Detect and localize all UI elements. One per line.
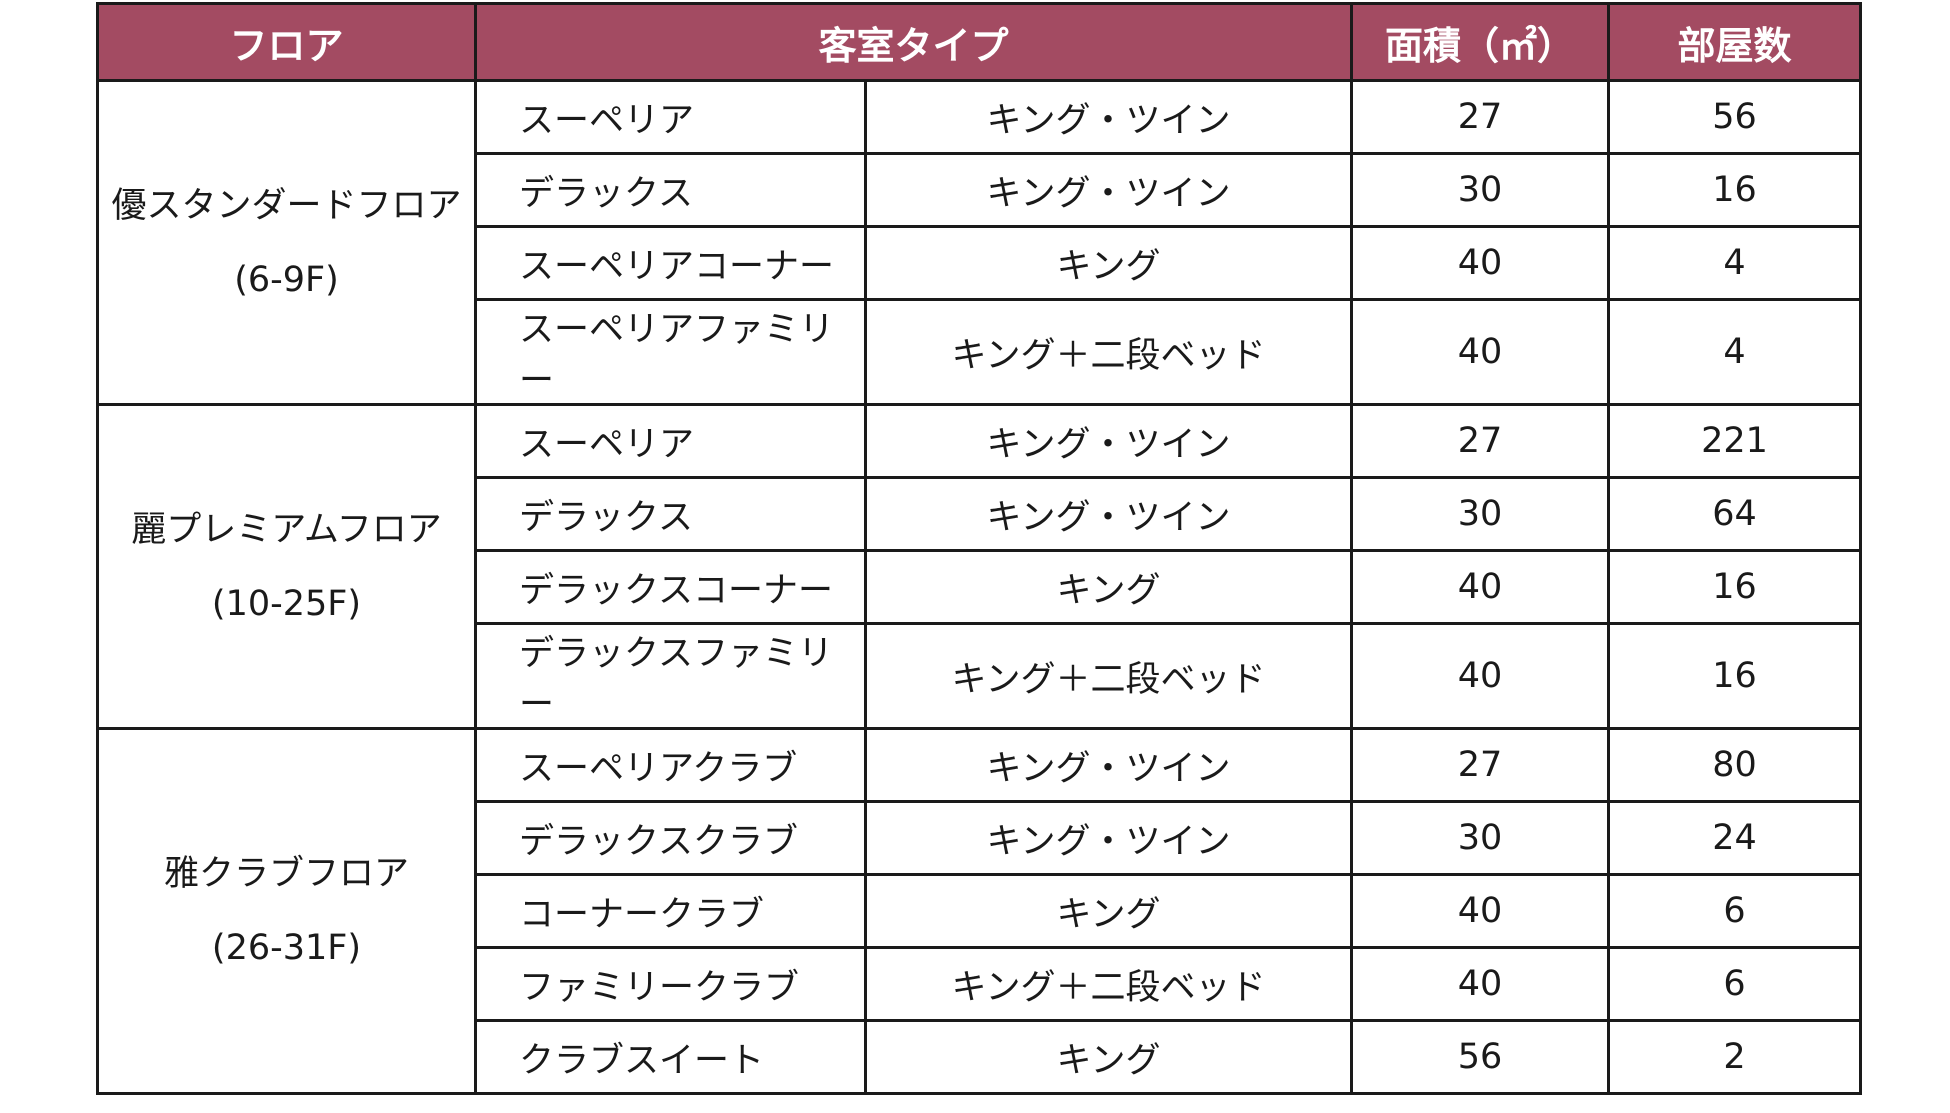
table-header-row: フロア 客室タイプ 面積（㎡） 部屋数: [96, 2, 1863, 82]
table-row: デラックス キング・ツイン 30 16: [98, 152, 1863, 228]
bed-type: キング: [863, 549, 1354, 625]
room-area: 40: [1350, 549, 1611, 625]
room-area: 27: [1350, 79, 1611, 155]
table-row: コーナークラブ キング 40 6: [98, 873, 1863, 949]
bed-type: キング: [863, 873, 1354, 949]
room-area: 40: [1350, 225, 1611, 301]
floor-range: (26-31F): [211, 928, 362, 968]
floor-name: 麗プレミアムフロア: [131, 509, 442, 550]
room-area: 30: [1350, 476, 1611, 552]
table-row: スーペリアファミリー キング＋二段ベッド 40 4: [98, 298, 1863, 406]
room-area: 40: [1350, 622, 1611, 730]
header-rooms: 部屋数: [1607, 2, 1863, 82]
table-row: クラブスイート キング 56 2: [98, 1019, 1863, 1095]
room-type-name: デラックスクラブ: [474, 800, 867, 876]
room-type-name: スーペリアコーナー: [474, 225, 867, 301]
table-row: ファミリークラブ キング＋二段ベッド 40 6: [98, 946, 1863, 1022]
floor-name: 雅クラブフロア: [163, 854, 409, 894]
bed-type: キング＋二段ベッド: [863, 946, 1354, 1022]
bed-type: キング＋二段ベッド: [863, 298, 1354, 406]
room-area: 40: [1350, 298, 1611, 406]
room-area: 30: [1350, 152, 1611, 228]
room-count: 24: [1607, 800, 1863, 876]
table-row: デラックスコーナー キング 40 16: [98, 549, 1863, 625]
room-count: 2: [1607, 1019, 1863, 1095]
room-count: 80: [1607, 727, 1863, 803]
floor-cell: 優スタンダードフロア (6-9F): [96, 79, 477, 406]
bed-type: キング: [863, 225, 1354, 301]
room-area: 27: [1350, 403, 1611, 479]
bed-type: キング・ツイン: [863, 403, 1354, 479]
bed-type: キング・ツイン: [863, 727, 1354, 803]
table-row: 麗プレミアムフロア (10-25F) スーペリア キング・ツイン 27 221: [96, 403, 1863, 730]
room-type-name: スーペリア: [474, 403, 867, 479]
bed-type: キング・ツイン: [863, 79, 1354, 155]
room-count: 16: [1607, 549, 1863, 625]
room-type-name: クラブスイート: [474, 1019, 867, 1095]
room-type-name: デラックス: [474, 152, 867, 228]
header-room-type: 客室タイプ: [473, 2, 1354, 82]
room-count: 6: [1607, 946, 1863, 1022]
table-body: 優スタンダードフロア (6-9F) スーペリア キング・ツイン 27 56 デラックス キング…: [96, 79, 1863, 1095]
room-type-name: コーナークラブ: [474, 873, 867, 949]
floor-range: (6-9F): [234, 259, 339, 300]
room-type-name: スーペリアファミリー: [474, 298, 867, 406]
room-type-table: フロア 客室タイプ 面積（㎡） 部屋数 優スタンダードフロア (6-9F) スーペリ…: [96, 2, 1863, 1095]
room-count: 4: [1607, 298, 1863, 406]
floor-cell: 雅クラブフロア (26-31F): [96, 727, 477, 1095]
floor-cell: 麗プレミアムフロア (10-25F): [96, 403, 477, 730]
room-count: 16: [1607, 622, 1863, 730]
room-area: 56: [1350, 1019, 1611, 1095]
bed-type: キング・ツイン: [863, 152, 1354, 228]
room-count: 56: [1607, 79, 1863, 155]
header-area: 面積（㎡）: [1350, 2, 1611, 82]
room-type-name: スーペリア: [474, 79, 867, 155]
room-type-name: デラックスコーナー: [474, 549, 867, 625]
table-row: デラックスクラブ キング・ツイン 30 24: [98, 800, 1863, 876]
bed-type: キング・ツイン: [863, 476, 1354, 552]
header-floor: フロア: [96, 2, 477, 82]
room-area: 30: [1350, 800, 1611, 876]
bed-type: キング: [863, 1019, 1354, 1095]
room-type-name: デラックスファミリー: [474, 622, 867, 730]
room-count: 64: [1607, 476, 1863, 552]
floor-range: (10-25F): [211, 583, 362, 624]
bed-type: キング＋二段ベッド: [863, 622, 1354, 730]
room-count: 221: [1607, 403, 1863, 479]
room-count: 16: [1607, 152, 1863, 228]
room-count: 6: [1607, 873, 1863, 949]
bed-type: キング・ツイン: [863, 800, 1354, 876]
room-area: 27: [1350, 727, 1611, 803]
floor-name: 優スタンダードフロア: [111, 185, 462, 226]
room-count: 4: [1607, 225, 1863, 301]
table-row: デラックスファミリー キング＋二段ベッド 40 16: [98, 622, 1863, 730]
table-row: 優スタンダードフロア (6-9F) スーペリア キング・ツイン 27 56: [96, 79, 1863, 406]
room-area: 40: [1350, 873, 1611, 949]
table-row: デラックス キング・ツイン 30 64: [98, 476, 1863, 552]
table-row: 雅クラブフロア (26-31F) スーペリアクラブ キング・ツイン 27 80: [96, 727, 1863, 1095]
room-type-name: デラックス: [474, 476, 867, 552]
room-type-name: スーペリアクラブ: [474, 727, 867, 803]
table-row: スーペリアコーナー キング 40 4: [98, 225, 1863, 301]
room-area: 40: [1350, 946, 1611, 1022]
room-type-name: ファミリークラブ: [474, 946, 867, 1022]
